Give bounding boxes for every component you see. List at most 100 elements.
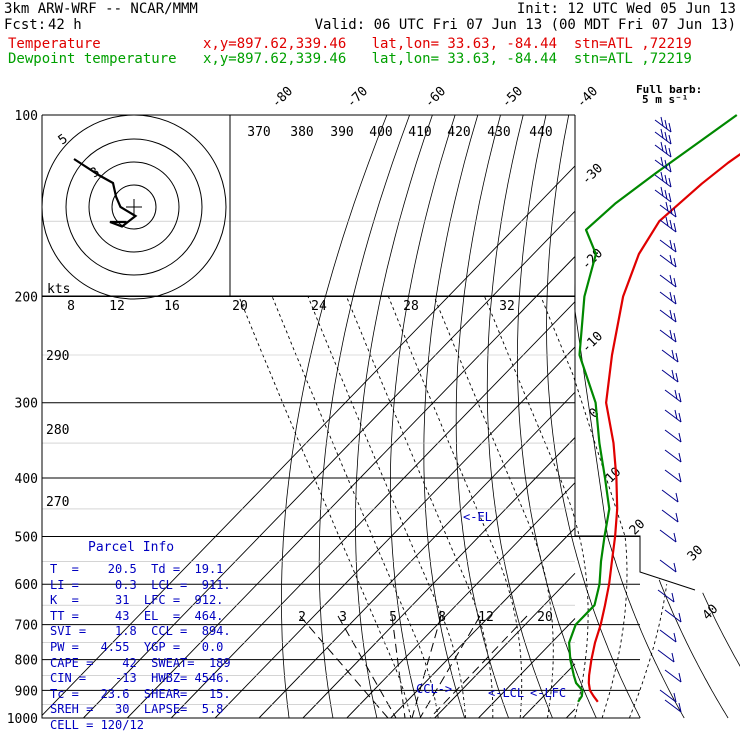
dry-adiabat bbox=[423, 114, 479, 719]
wind-barb-staff bbox=[659, 329, 677, 343]
theta-side-label: 280 bbox=[46, 423, 69, 438]
wind-barb-staff bbox=[661, 509, 679, 523]
isotherm-line bbox=[214, 346, 576, 719]
wind-barbs bbox=[654, 116, 682, 713]
wind-barb-staff bbox=[661, 489, 679, 503]
wind-barb-flag bbox=[664, 144, 668, 155]
wind-barb-flag bbox=[668, 177, 672, 188]
mixing-ratio-line bbox=[411, 615, 442, 719]
pressure-label: 300 bbox=[15, 397, 38, 412]
sounding-profiles bbox=[568, 114, 740, 703]
wind-barb-staff bbox=[664, 389, 682, 403]
isotherm-line bbox=[126, 256, 576, 719]
isotherm-label: -10 bbox=[579, 329, 606, 356]
wind-barb-flag bbox=[678, 672, 682, 683]
wind-barb-flag bbox=[664, 119, 668, 130]
theta-label: 380 bbox=[290, 125, 313, 140]
wind-barb-flag bbox=[678, 452, 682, 463]
isotherm-label: 20 bbox=[627, 517, 649, 539]
mixing-ratio-label: 12 bbox=[478, 610, 494, 625]
forecast-label: Fcst: bbox=[4, 17, 47, 33]
parcel-info-line: TT = 43 EL = 464. bbox=[50, 608, 224, 623]
wind-barb-flag bbox=[671, 652, 675, 663]
dry-adiabat bbox=[280, 114, 388, 719]
wind-barb-flag bbox=[660, 156, 664, 167]
wind-barb-flag bbox=[678, 412, 682, 423]
isotherm-line bbox=[41, 165, 576, 716]
dewpoint-profile bbox=[568, 114, 738, 703]
wind-barb-flag bbox=[669, 329, 673, 340]
parcel-info-line: SVI = 1.8 CCL = 894. bbox=[50, 624, 231, 639]
wind-barb-staff bbox=[664, 609, 682, 623]
wind-barb-flag bbox=[668, 192, 672, 203]
valid-time: Valid: 06 UTC Fri 07 Jun 13 (00 MDT Fri … bbox=[314, 17, 736, 33]
mixing-ratio-label: 2 bbox=[298, 610, 306, 625]
isotherm-line bbox=[478, 618, 576, 719]
wind-barb-flag bbox=[669, 239, 673, 250]
wind-barb-flag bbox=[665, 216, 669, 227]
wind-barb-staff bbox=[657, 589, 675, 603]
wind-barb-staff bbox=[659, 291, 677, 305]
forecast-hours: 42 h bbox=[48, 17, 82, 33]
thetae-label: 8 bbox=[67, 299, 75, 314]
wind-barb-flag bbox=[673, 312, 677, 323]
wind-barb-flag bbox=[675, 512, 679, 523]
wind-barb-flag bbox=[673, 532, 677, 543]
barb-legend: Full barb: 5 m s⁻¹ bbox=[636, 83, 702, 106]
wind-barb-flag bbox=[678, 612, 682, 623]
thetae-label: 24 bbox=[311, 299, 327, 314]
wind-barb-flag bbox=[664, 189, 668, 200]
hodograph-ring bbox=[88, 161, 180, 253]
isotherm-label: -50 bbox=[499, 84, 526, 111]
mixing-ratio-line bbox=[429, 615, 528, 719]
mixing-ratio-label: 3 bbox=[339, 610, 347, 625]
wind-barb-flag bbox=[675, 372, 679, 383]
thetae-label: 12 bbox=[109, 299, 125, 314]
wind-barb-flag bbox=[673, 332, 677, 343]
isotherm-label: -40 bbox=[574, 84, 601, 111]
wind-barb-flag bbox=[671, 369, 675, 380]
wind-barb-flag bbox=[678, 432, 682, 443]
wind-barb-staff bbox=[664, 429, 682, 443]
mixing-ratio-line bbox=[299, 615, 389, 719]
init-time: Init: 12 UTC Wed 05 Jun 13 bbox=[516, 1, 736, 17]
pressure-label: 500 bbox=[15, 531, 38, 546]
wind-barb-staff bbox=[659, 559, 677, 573]
theta-label: 390 bbox=[330, 125, 353, 140]
wind-barb-flag bbox=[668, 122, 672, 133]
mixing-ratio-label: 8 bbox=[438, 610, 446, 625]
isotherm-label: 40 bbox=[700, 602, 722, 624]
el-marker: <-EL bbox=[463, 510, 492, 524]
wind-barb-flag bbox=[673, 277, 677, 288]
wind-barb-flag bbox=[678, 472, 682, 483]
isotherm-line bbox=[434, 572, 576, 719]
wind-barb-staff bbox=[659, 309, 677, 323]
lfc-marker: <-LFC bbox=[530, 686, 566, 700]
parcel-info-line: T = 20.5 Td = 19.1 bbox=[50, 562, 224, 576]
thetae-label: 28 bbox=[403, 299, 419, 314]
moist-adiabat bbox=[540, 296, 628, 719]
wind-barb-staff bbox=[659, 529, 677, 543]
ccl-marker: CCL-> bbox=[416, 682, 452, 696]
wind-barb-flag bbox=[669, 219, 673, 230]
hodograph-ring bbox=[65, 138, 203, 276]
wind-barb-flag bbox=[668, 134, 672, 145]
parcel-info-line: LI = 0.3 LCL = 911. bbox=[50, 577, 231, 592]
model-name: 3km ARW-WRF -- NCAR/MMM bbox=[4, 1, 198, 17]
theta-label: 420 bbox=[447, 125, 470, 140]
parcel-info-line: SREH = 30 LAPSE= 5.8 bbox=[50, 702, 224, 717]
wind-barb-flag bbox=[671, 349, 675, 360]
wind-barb-flag bbox=[665, 201, 669, 212]
wind-barb-flag bbox=[678, 702, 682, 713]
pressure-label: 200 bbox=[15, 291, 38, 306]
wind-barb-staff bbox=[664, 449, 682, 463]
thetae-label: 20 bbox=[232, 299, 248, 314]
wind-barb-flag bbox=[668, 162, 672, 173]
wind-barb-staff bbox=[661, 349, 679, 363]
wind-barb-flag bbox=[664, 174, 668, 185]
pressure-label: 600 bbox=[15, 578, 38, 593]
hodograph-ring-label: 3 bbox=[88, 164, 103, 181]
isotherm-line bbox=[302, 437, 576, 719]
moist-adiabat bbox=[271, 296, 439, 719]
